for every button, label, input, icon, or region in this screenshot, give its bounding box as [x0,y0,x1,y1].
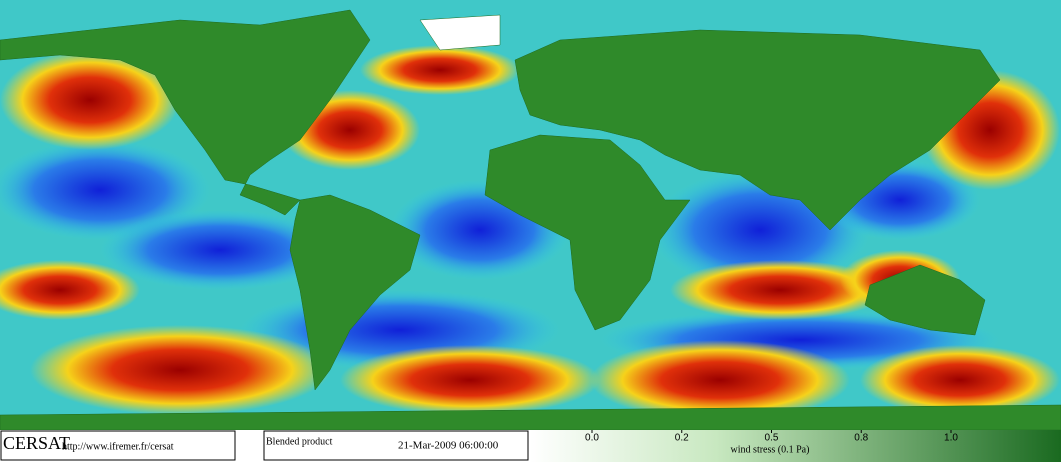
colorbar [530,430,1061,462]
product-box [263,430,529,461]
colorbar-tick-label: 0.0 [585,433,599,444]
logo-box [0,430,236,461]
url: http://www.ifremer.fr/cersat [62,441,174,452]
logo: CERSAT [3,433,70,453]
date: 21-Mar-2009 06:00:00 [398,440,499,452]
colorbar-tick-label: 0.2 [675,433,689,444]
product: Blended product [266,436,333,447]
colorbar-tick-label: 0.8 [854,433,868,444]
colorbar-tick-label: 0.5 [765,433,779,444]
land [0,9,1061,431]
colorbar-label: wind stress (0.1 Pa) [731,444,810,455]
colorbar-tick-label: 1.0 [944,433,958,444]
